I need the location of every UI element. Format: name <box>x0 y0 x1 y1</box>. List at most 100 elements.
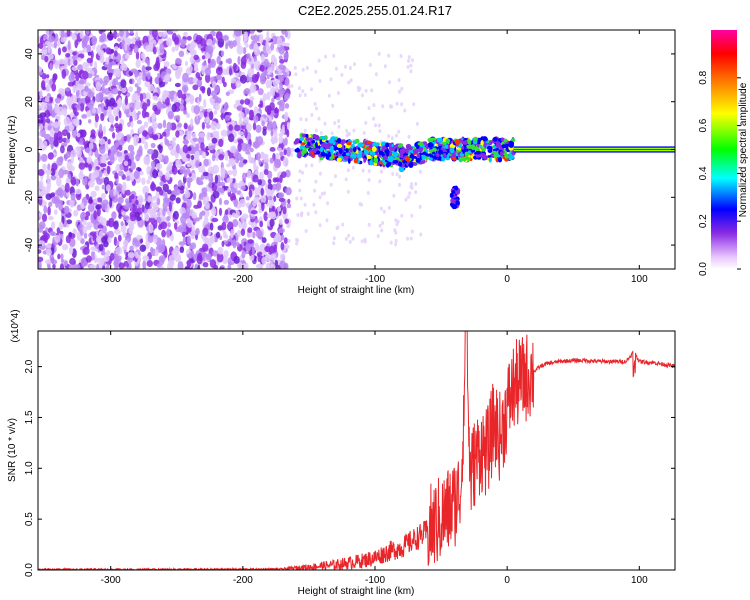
spectrogram-noise-cell <box>134 101 141 110</box>
spectrogram-noise-cell <box>173 210 179 220</box>
spectrogram-noise-cell <box>186 235 191 245</box>
spectrogram-noise-cell <box>43 140 48 150</box>
spectrogram-noise-cell <box>234 124 241 132</box>
spectrogram-noise-cell <box>114 172 119 179</box>
spectrogram-noise-cell <box>419 232 423 237</box>
spectrogram-noise-cell <box>226 177 233 184</box>
spectrogram-signal-cell <box>308 152 312 157</box>
spectrogram-noise-cell <box>239 192 244 198</box>
spectrogram-noise-cell <box>220 112 224 121</box>
spectrogram-noise-cell <box>118 144 123 151</box>
spectrogram-noise-cell <box>38 104 42 110</box>
spectrogram-signal-cell <box>459 153 465 157</box>
spectrogram-signal-cell <box>455 200 460 206</box>
spectrogram-noise-cell <box>314 179 318 184</box>
spectrogram-noise-cell <box>70 192 76 201</box>
spectrogram-noise-cell <box>257 253 261 263</box>
spectrogram-noise-cell <box>46 180 52 189</box>
spectrogram-noise-cell <box>133 113 138 121</box>
spectrogram-noise-cell <box>56 177 62 187</box>
spectrogram-noise-cell <box>265 39 270 49</box>
spectrogram-noise-cell <box>192 84 199 91</box>
spectrogram-noise-cell <box>313 101 317 106</box>
spectrogram-noise-cell <box>395 101 399 106</box>
spectrogram-noise-cell <box>414 190 418 195</box>
spectrogram-noise-cell <box>78 162 86 170</box>
spectrogram-noise-cell <box>125 189 131 196</box>
spectrogram-noise-cell <box>191 224 195 232</box>
spectrogram-noise-cell <box>367 178 371 182</box>
spectrogram-noise-cell <box>117 97 122 106</box>
spectrogram-noise-cell <box>162 131 167 137</box>
spectrogram-noise-cell <box>150 160 156 168</box>
spectrogram-noise-cell <box>104 141 109 149</box>
spectrogram-noise-cell <box>248 156 255 164</box>
spectrogram-noise-cell <box>234 72 240 77</box>
spectrogram-signal-cell <box>302 148 308 154</box>
spectrogram-noise-cell <box>332 241 336 246</box>
spectrogram-noise-cell <box>77 64 84 71</box>
spectrogram-noise-cell <box>220 129 228 137</box>
spectrogram-noise-cell <box>84 95 91 104</box>
spectrogram-noise-cell <box>205 116 210 124</box>
spectrogram-noise-cell <box>171 103 177 113</box>
spectrogram-noise-cell <box>61 69 67 79</box>
spectrogram-noise-cell <box>224 114 231 121</box>
spectrogram-noise-cell <box>220 50 225 57</box>
spectrogram-noise-cell <box>185 186 189 195</box>
spectrogram-noise-cell <box>47 152 54 160</box>
spectrogram-noise-cell <box>379 206 383 211</box>
spectrogram-signal-cell <box>309 137 313 142</box>
spectrogram-noise-cell <box>141 177 146 185</box>
spectrogram-noise-cell <box>43 205 48 214</box>
spectrogram-noise-cell <box>217 38 225 48</box>
y-tick-label: 40 <box>24 48 35 60</box>
spectrogram-signal-cell <box>417 142 424 146</box>
spectrogram-noise-cell <box>55 97 61 104</box>
spectrogram-noise-cell <box>122 185 125 195</box>
spectrogram-noise-cell <box>177 89 183 99</box>
spectrogram-noise-cell <box>99 54 105 64</box>
spectrogram-signal-cell <box>445 138 451 144</box>
spectrogram-noise-cell <box>45 74 50 79</box>
spectrogram-signal-cell <box>470 144 476 151</box>
spectrogram-noise-cell <box>263 155 269 165</box>
x-tick-label: 0 <box>504 575 510 586</box>
spectrogram-noise-cell <box>314 210 318 215</box>
spectrogram-noise-cell <box>155 163 163 170</box>
spectrogram-noise-cell <box>96 197 103 203</box>
spectrogram-noise-cell <box>211 217 219 223</box>
spectrogram-noise-cell <box>122 63 128 71</box>
spectrogram-signal-cell <box>436 137 443 143</box>
spectrogram-noise-cell <box>52 75 56 84</box>
spectrogram-noise-cell <box>50 192 56 198</box>
spectrogram-noise-cell <box>201 86 206 94</box>
spectrogram-noise-cell <box>39 89 43 99</box>
spectrogram-noise-cell <box>109 114 115 125</box>
snr-y-label: SNR (10 * v/v) <box>7 418 18 482</box>
spectrogram-signal-cell <box>369 159 373 166</box>
spectrogram-signal-cell <box>483 143 487 149</box>
spectrogram-noise-cell <box>51 162 58 171</box>
spectrogram-signal-cell <box>479 144 483 149</box>
spectrogram-noise-cell <box>129 245 134 252</box>
spectrogram-noise-cell <box>229 157 236 167</box>
spectrogram-noise-cell <box>58 201 64 211</box>
spectrogram-noise-cell <box>167 189 172 195</box>
spectrogram-noise-cell <box>183 31 188 37</box>
spectrogram-signal-cell <box>416 153 420 158</box>
spectrogram-noise-cell <box>364 88 368 93</box>
spectrogram-noise-cell <box>266 91 271 101</box>
spectrogram-noise-cell <box>233 182 240 189</box>
spectrogram-noise-cell <box>344 64 347 69</box>
spectrogram-noise-cell <box>211 207 217 216</box>
spectrogram-noise-cell <box>109 197 113 208</box>
spectrogram-noise-cell <box>39 128 46 138</box>
y-tick-label: 1.5 <box>24 410 35 424</box>
spectrogram-noise-cell <box>190 154 195 161</box>
spectrogram-noise-cell <box>175 143 180 154</box>
colorbar: 0.0 0.2 0.4 0.6 0.8 Normalized spectral ampl… <box>698 30 749 276</box>
spectrogram-signal-cell <box>294 148 301 153</box>
spectrogram-noise-cell <box>227 187 231 193</box>
spectrogram-signal-cell <box>384 149 390 154</box>
